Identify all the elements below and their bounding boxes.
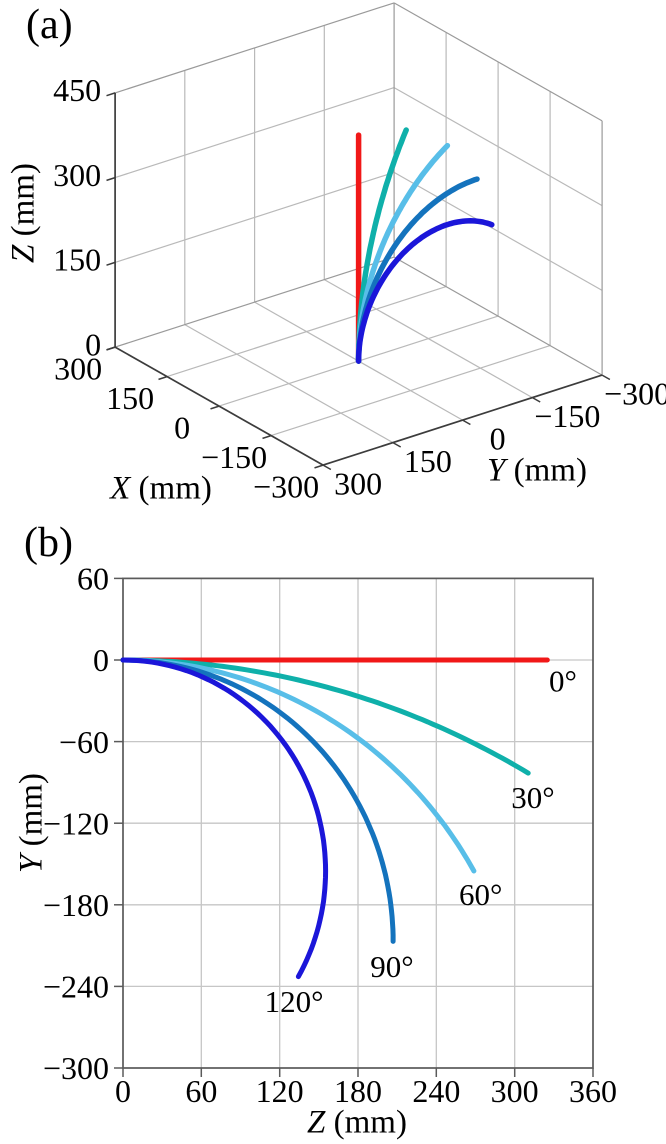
box-edge [393,2,603,122]
series-label-90deg: 90° [370,949,413,984]
y-tick-label: −300 [43,1050,109,1086]
y-tick-label: 300 [334,465,382,501]
floor-grid-line [184,324,394,444]
box-edge [114,2,395,94]
z-tick-label: 0 [85,326,101,362]
y-tick [601,374,611,381]
x-tick-label: 0 [174,409,190,445]
y-tick-label: 0 [490,420,506,456]
x-tick [314,464,324,469]
curve-120deg [355,218,495,364]
y-tick [392,441,402,448]
curve-30deg [120,657,531,776]
series-label-30deg: 30° [511,780,554,815]
y-tick-label: 150 [404,443,452,479]
series-label-0deg: 0° [549,663,577,698]
x-tick-label: 60 [185,1073,217,1109]
x-tick-label: 180 [334,1073,382,1109]
x-axis-label: X (mm) [108,471,212,507]
x-tick [158,375,168,381]
curve-120deg [120,657,329,980]
y-tick-label: −180 [43,887,109,923]
y-axis-line [322,374,603,466]
x-tick-label: −150 [201,439,267,475]
x-tick-label: 150 [106,380,154,416]
x-tick-label: 360 [569,1073,617,1109]
z-tick [106,346,116,351]
z-tick [106,176,116,182]
x-tick [210,405,220,410]
box-edge [114,256,395,348]
y-tick-label: −300 [604,375,666,411]
y-tick-label: −240 [43,969,109,1005]
y-tick [462,419,471,426]
z-tick-label: 150 [53,242,101,278]
y-tick-label: 0 [93,642,109,678]
x-tick-label: 120 [256,1073,304,1109]
z-tick [106,92,116,97]
y-tick [322,464,332,471]
z-tick-label: 450 [53,72,101,108]
x-tick-label: −300 [253,468,319,504]
y-tick [532,396,541,403]
y-tick-label: −120 [43,805,109,841]
box-edge [393,256,603,376]
curve-90deg [120,657,396,944]
series-label-60deg: 60° [459,877,502,912]
x-tick-label: 300 [491,1073,539,1109]
z-tick-label: 300 [53,157,101,193]
y-axis-label: Y (mm) [487,453,587,489]
panel-a-label: (a) [26,2,73,48]
x-axis-label: Z (mm) [307,1105,407,1141]
panel-b-label: (b) [24,520,73,566]
x-tick [262,434,272,440]
floor-grid-line [324,279,533,399]
y-tick-label: 60 [77,561,109,597]
x-tick-label: 240 [412,1073,460,1109]
y-tick-label: −150 [534,398,600,434]
z-axis-label: Z (mm) [6,163,42,263]
series-label-120deg: 120° [265,984,324,1019]
y-axis-label: Y (mm) [14,773,50,873]
x-tick-label: 300 [54,350,102,386]
x-tick-label: 0 [115,1073,131,1109]
panel-b-plot: 0 60 120 180 240 300 360 60 0 −60 −120 −180 −240 −300… [14,561,618,1141]
curve-60deg [120,657,477,874]
z-tick [106,261,116,266]
y-tick-label: −60 [59,724,109,760]
